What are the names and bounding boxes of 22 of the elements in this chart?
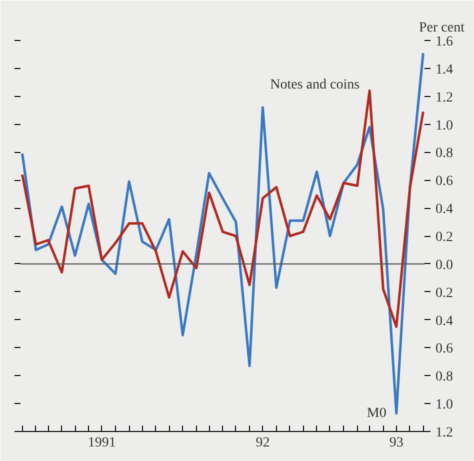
y-tick-label: 1.2 xyxy=(436,90,453,106)
y-tick-label: 0.8 xyxy=(436,370,453,385)
y-tick-label: 1.0 xyxy=(436,118,453,134)
y-tick-label: 0.4 xyxy=(436,314,453,329)
x-tick-label: 92 xyxy=(256,436,270,450)
y-tick-label: 0.2 xyxy=(436,230,453,245)
line-series xyxy=(21,90,424,328)
y-tick-label: 0.6 xyxy=(436,174,453,190)
y-tick-label: 1.4 xyxy=(436,62,453,78)
y-tick-label: 0.6 xyxy=(436,342,453,357)
x-tick-label: 1991 xyxy=(88,436,116,450)
y-tick-label: 1.6 xyxy=(436,34,453,50)
series-label: M0 xyxy=(366,406,386,421)
y-tick-label: 0.8 xyxy=(436,146,453,162)
x-tick-label: 93 xyxy=(389,436,404,450)
y-tick-label: 0.2 xyxy=(436,286,453,301)
y-tick-label: 0.0 xyxy=(436,258,453,273)
y-axis-title: Per cent xyxy=(419,20,465,36)
y-tick-label: 0.4 xyxy=(436,202,453,218)
y-tick-label: 1.0 xyxy=(436,398,453,413)
series-label: Notes and coins xyxy=(270,77,360,92)
y-tick-label: 1.2 xyxy=(436,426,453,440)
